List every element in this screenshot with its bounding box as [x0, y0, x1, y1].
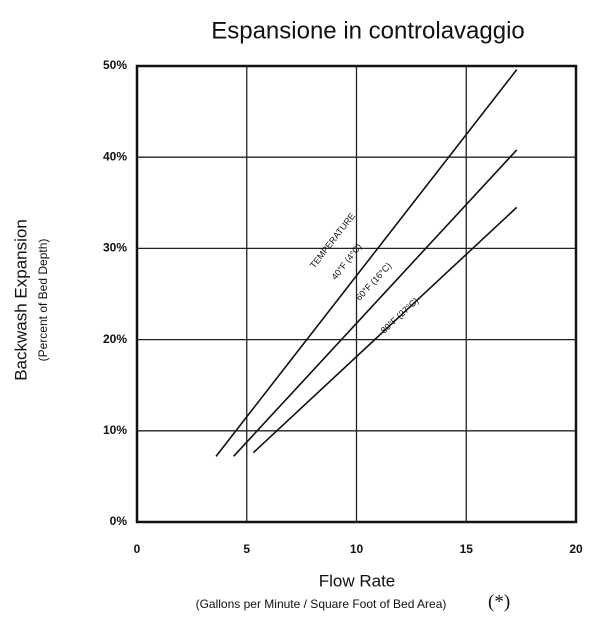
x-tick-label: 0: [134, 542, 141, 556]
y-tick-label: 30%: [103, 241, 127, 255]
y-axis-sublabel: (Percent of Bed Depth): [36, 239, 50, 362]
line-series: [215, 69, 518, 457]
y-tick-label: 10%: [103, 423, 127, 437]
x-tick-label: 20: [569, 542, 583, 556]
x-tick-label: 15: [460, 542, 474, 556]
y-tick-label: 40%: [103, 149, 127, 163]
line-series: [252, 206, 518, 454]
series-label: 80°F (27°C): [379, 296, 421, 336]
line-series: [232, 149, 518, 457]
y-tick-label: 20%: [103, 332, 127, 346]
x-axis-label: Flow Rate: [319, 571, 396, 590]
x-axis-sublabel: (Gallons per Minute / Square Foot of Bed…: [196, 597, 447, 611]
y-tick-label: 50%: [103, 58, 127, 72]
x-tick-label: 5: [243, 542, 250, 556]
series-label: 40°F (4°C): [329, 242, 363, 282]
chart-title: Espansione in controlavaggio: [211, 17, 525, 44]
y-axis-label: Backwash Expansion: [11, 219, 30, 381]
series-label: 60°F (16°C): [354, 261, 394, 303]
x-tick-label: 10: [350, 542, 364, 556]
footnote-mark: (*): [488, 591, 510, 612]
plot-frame: [135, 64, 578, 524]
y-tick-label: 0%: [110, 514, 128, 528]
